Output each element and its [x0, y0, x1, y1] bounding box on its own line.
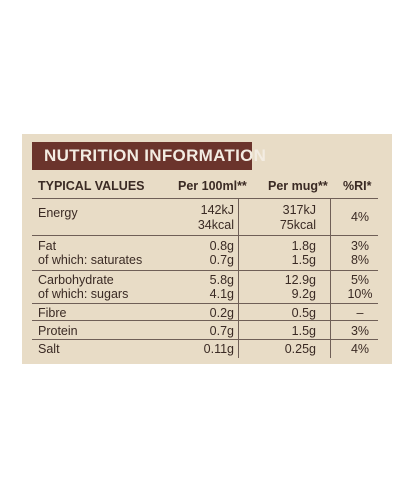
- fibre-ri: –: [356, 306, 364, 320]
- energy-ri: 4%: [350, 210, 370, 224]
- table-rule: [32, 303, 378, 304]
- table-rule: [32, 198, 378, 199]
- nutrition-title: NUTRITION INFORMATION: [32, 142, 266, 170]
- row-label-protein: Protein: [38, 324, 78, 338]
- column-divider: [238, 198, 239, 358]
- energy-per100-kcal: 34kcal: [197, 218, 234, 232]
- fat-permug: 1.8g: [291, 239, 316, 253]
- table-rule: [32, 270, 378, 271]
- sugars-ri: 10%: [347, 287, 373, 301]
- column-divider: [330, 198, 331, 358]
- fibre-per100: 0.2g: [209, 306, 234, 320]
- energy-permug-kj: 317kJ: [282, 203, 316, 217]
- table-rule: [32, 339, 378, 340]
- col-per-100ml: Per 100ml**: [178, 179, 247, 193]
- carbohydrate-ri: 5%: [350, 273, 370, 287]
- energy-permug-kcal: 75kcal: [279, 218, 316, 232]
- protein-permug: 1.5g: [291, 324, 316, 338]
- row-label-fat: Fat: [38, 239, 57, 253]
- salt-permug: 0.25g: [284, 342, 316, 356]
- row-label-fibre: Fibre: [38, 306, 67, 320]
- carbohydrate-permug: 12.9g: [284, 273, 316, 287]
- protein-per100: 0.7g: [209, 324, 234, 338]
- row-label-energy: Energy: [38, 206, 78, 220]
- fat-ri: 3%: [350, 239, 370, 253]
- col-ri: %RI*: [343, 179, 372, 193]
- energy-per100-kj: 142kJ: [200, 203, 234, 217]
- row-label-salt: Salt: [38, 342, 60, 356]
- sugars-permug: 9.2g: [291, 287, 316, 301]
- col-per-mug: Per mug**: [268, 179, 328, 193]
- salt-ri: 4%: [350, 342, 370, 356]
- col-typical-values: TYPICAL VALUES: [38, 179, 145, 193]
- fat-per100: 0.8g: [209, 239, 234, 253]
- row-label-sugars: of which: sugars: [38, 287, 129, 301]
- fibre-permug: 0.5g: [291, 306, 316, 320]
- table-rule: [32, 235, 378, 236]
- salt-per100: 0.11g: [203, 342, 234, 356]
- saturates-per100: 0.7g: [209, 253, 234, 267]
- carbohydrate-per100: 5.8g: [209, 273, 234, 287]
- saturates-permug: 1.5g: [291, 253, 316, 267]
- table-rule: [32, 320, 378, 321]
- row-label-carbohydrate: Carbohydrate: [38, 273, 114, 287]
- saturates-ri: 8%: [350, 253, 370, 267]
- sugars-per100: 4.1g: [209, 287, 234, 301]
- protein-ri: 3%: [350, 324, 370, 338]
- row-label-saturates: of which: saturates: [38, 253, 143, 267]
